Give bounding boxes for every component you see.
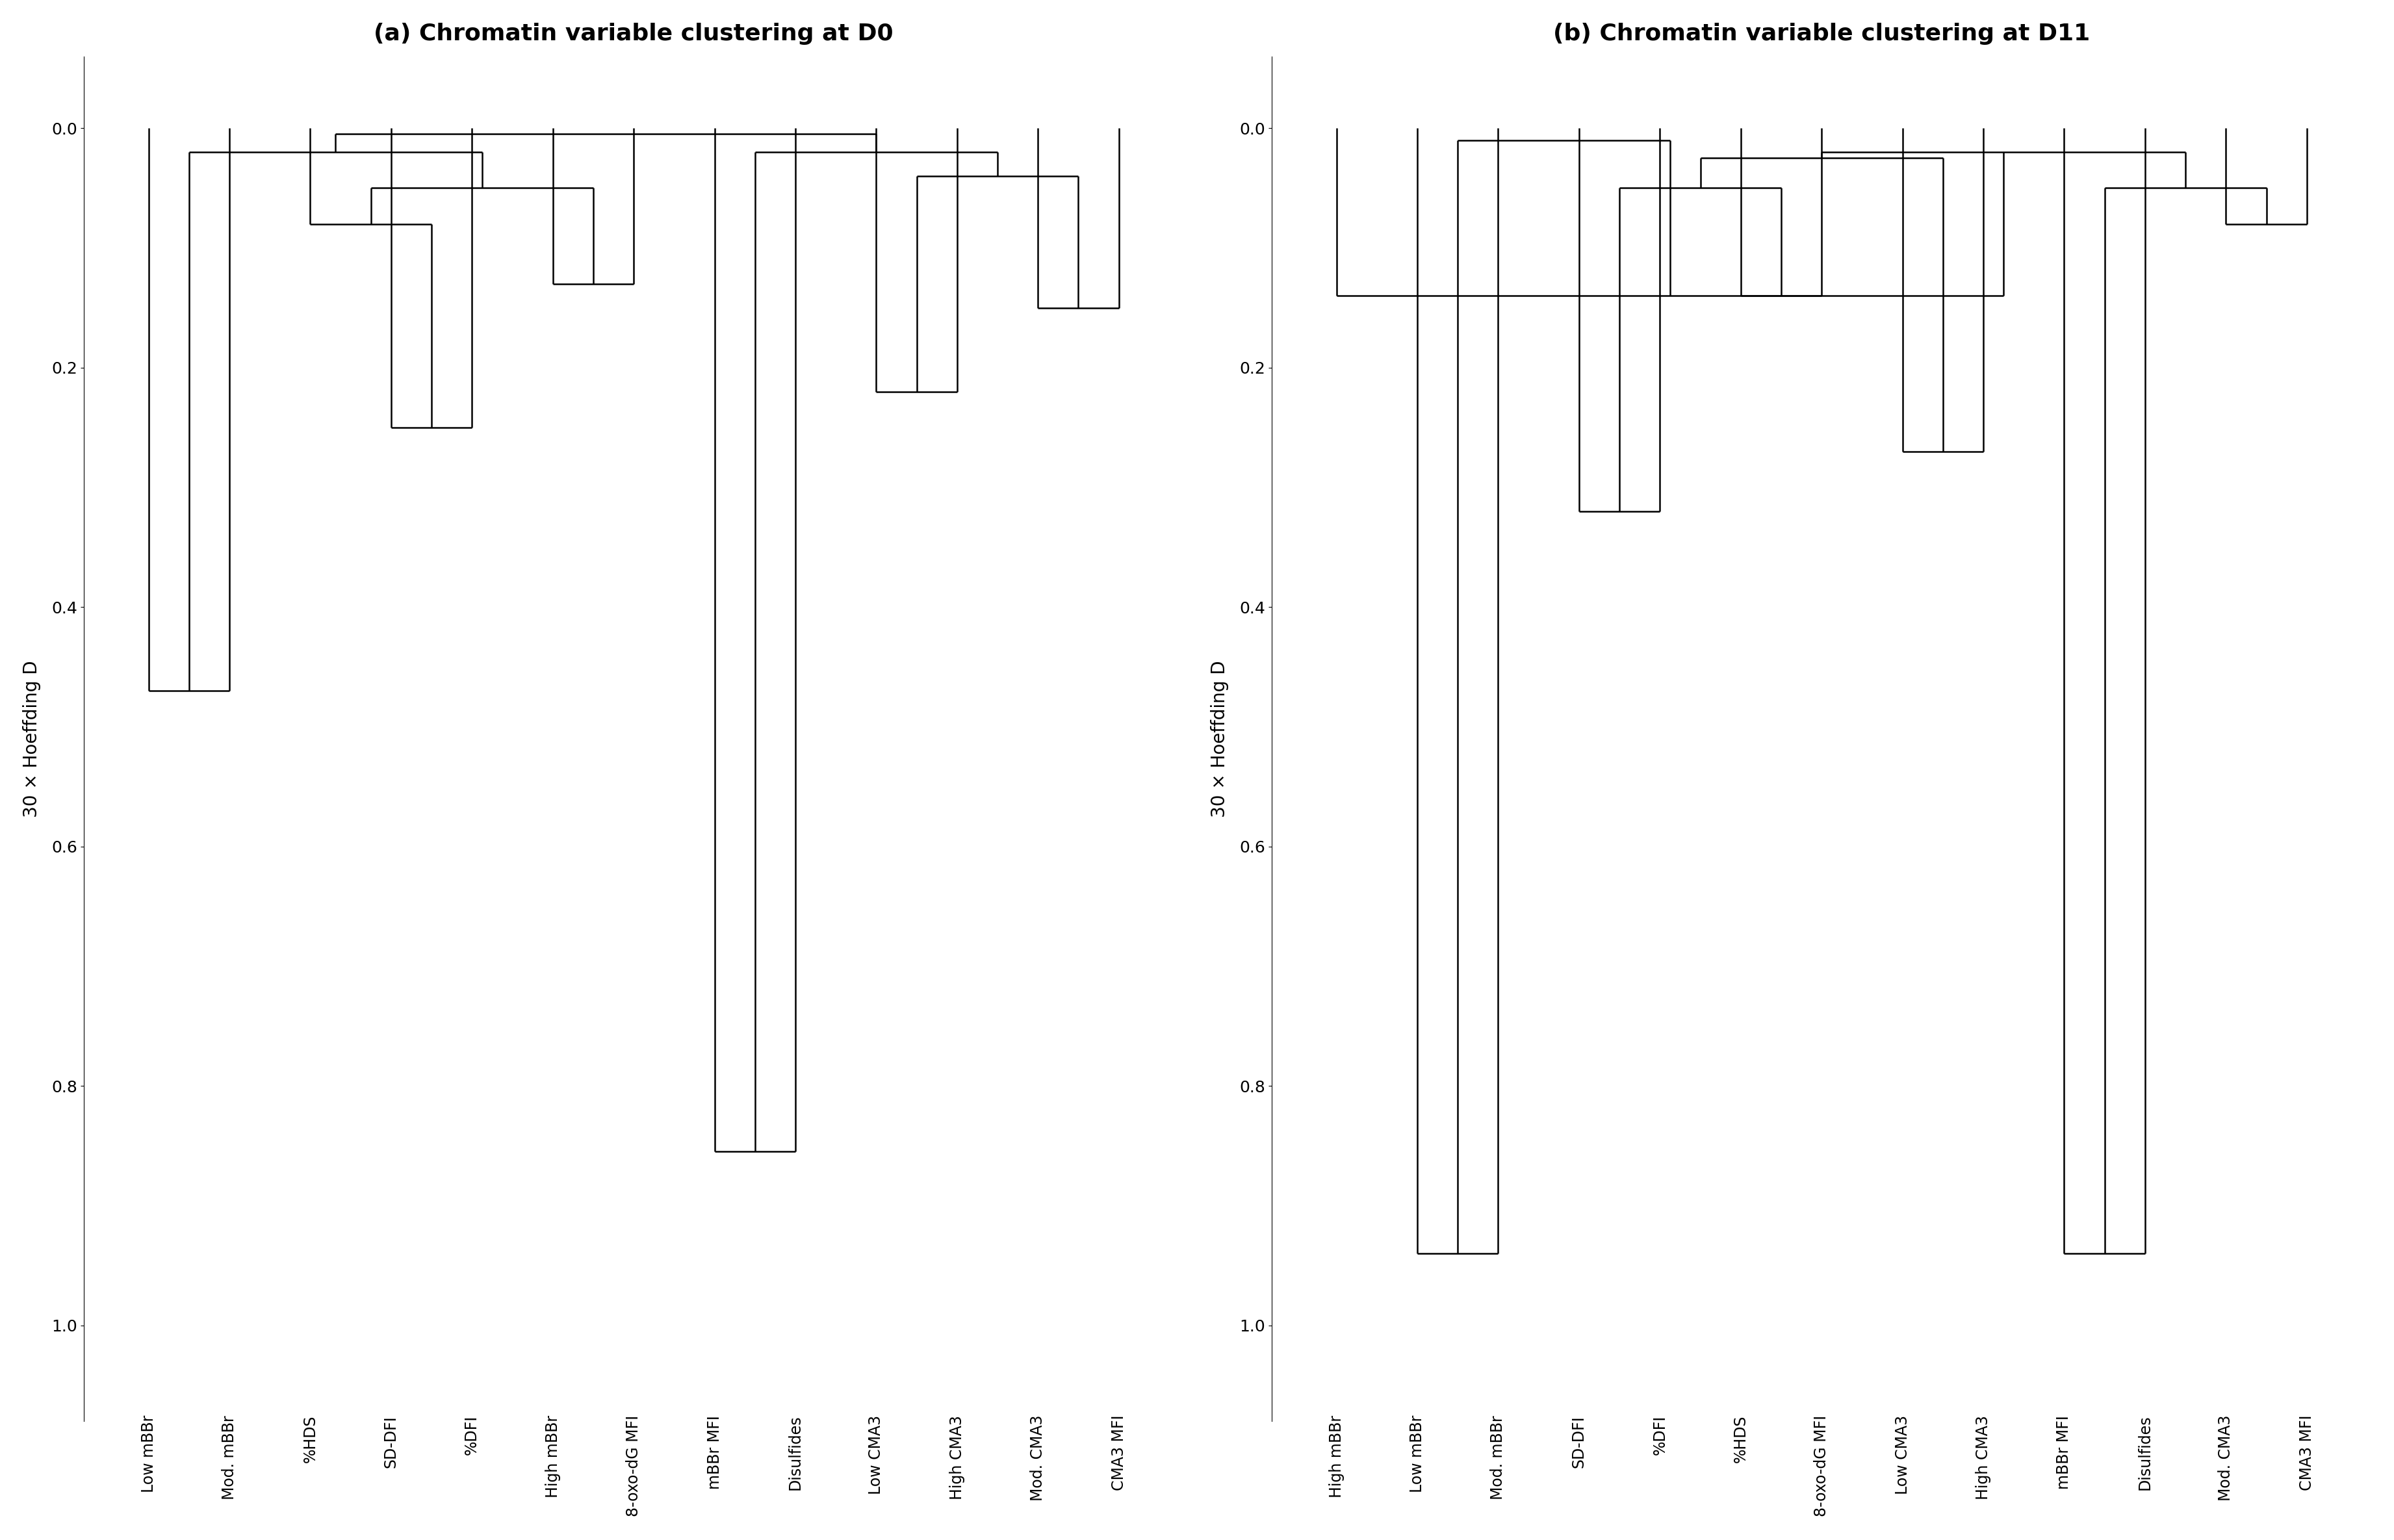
Y-axis label: 30 × Hoeffding D: 30 × Hoeffding D — [22, 661, 41, 818]
Text: Mod. mBBr: Mod. mBBr — [1491, 1415, 1506, 1500]
Text: %DFI: %DFI — [464, 1415, 479, 1455]
Text: mBBr MFI: mBBr MFI — [706, 1415, 723, 1489]
Text: SD-DFI: SD-DFI — [383, 1415, 400, 1468]
Text: Disulfides: Disulfides — [2138, 1415, 2152, 1491]
Text: SD-DFI: SD-DFI — [1570, 1415, 1587, 1468]
Text: %DFI: %DFI — [1652, 1415, 1669, 1455]
Text: CMA3 MFI: CMA3 MFI — [1111, 1415, 1128, 1491]
Text: Mod. CMA3: Mod. CMA3 — [2219, 1415, 2234, 1501]
Text: High CMA3: High CMA3 — [1975, 1415, 1992, 1500]
Text: CMA3 MFI: CMA3 MFI — [2298, 1415, 2315, 1491]
Text: High mBBr: High mBBr — [1329, 1415, 1345, 1498]
Text: %HDS: %HDS — [302, 1415, 318, 1463]
Text: Low CMA3: Low CMA3 — [1894, 1415, 1910, 1494]
Title: (b) Chromatin variable clustering at D11: (b) Chromatin variable clustering at D11 — [1554, 23, 2090, 45]
Text: 8-oxo-dG MFI: 8-oxo-dG MFI — [625, 1415, 642, 1517]
Y-axis label: 30 × Hoeffding D: 30 × Hoeffding D — [1211, 661, 1228, 818]
Text: Low mBBr: Low mBBr — [141, 1415, 156, 1492]
Text: 8-oxo-dG MFI: 8-oxo-dG MFI — [1815, 1415, 1829, 1517]
Text: Low CMA3: Low CMA3 — [869, 1415, 883, 1494]
Text: High mBBr: High mBBr — [546, 1415, 560, 1498]
Title: (a) Chromatin variable clustering at D0: (a) Chromatin variable clustering at D0 — [373, 23, 893, 45]
Text: Mod. mBBr: Mod. mBBr — [223, 1415, 237, 1500]
Text: High CMA3: High CMA3 — [950, 1415, 965, 1500]
Text: Mod. CMA3: Mod. CMA3 — [1029, 1415, 1046, 1501]
Text: Low mBBr: Low mBBr — [1410, 1415, 1424, 1492]
Text: mBBr MFI: mBBr MFI — [2056, 1415, 2071, 1489]
Text: %HDS: %HDS — [1733, 1415, 1748, 1463]
Text: Disulfides: Disulfides — [788, 1415, 802, 1491]
